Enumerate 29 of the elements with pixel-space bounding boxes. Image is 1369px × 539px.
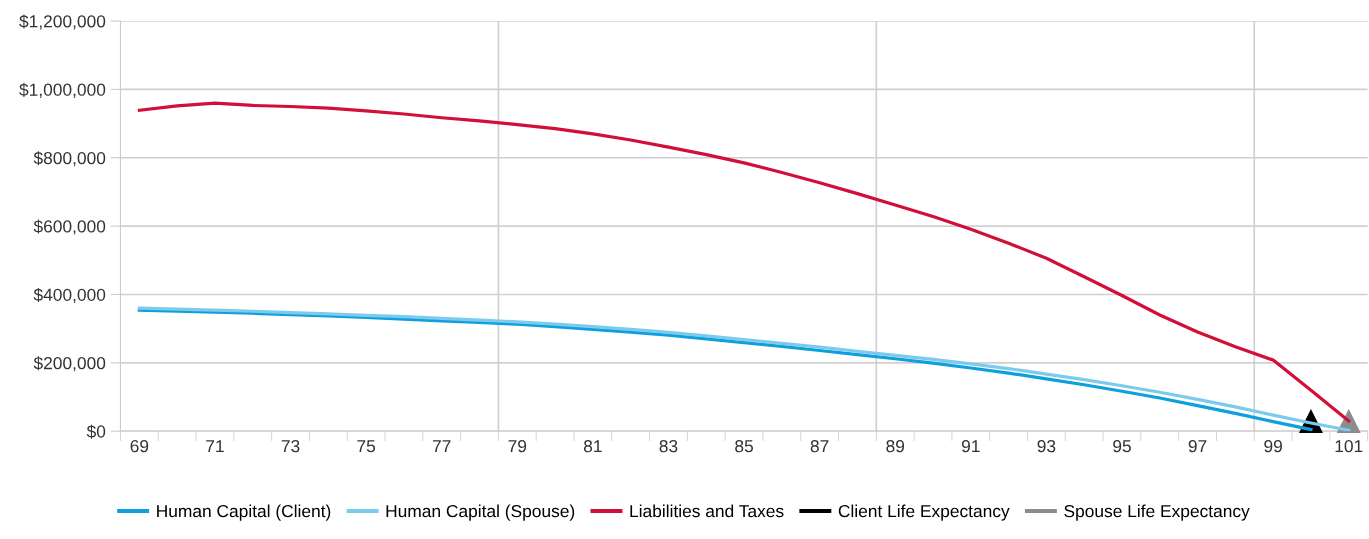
x-tick-label: 85 [735, 439, 753, 453]
legend-label: Liabilities and Taxes [630, 504, 784, 518]
y-tick-label: $1,200,000 [19, 14, 106, 30]
x-tick-label: 81 [583, 439, 602, 453]
x-tick-label: 71 [206, 440, 224, 453]
x-tick-label: 93 [1037, 439, 1056, 453]
y-tick-label: $600,000 [33, 219, 106, 235]
x-tick-label: 87 [810, 439, 829, 453]
y-tick-label: $200,000 [33, 356, 106, 372]
x-tick-label: 101 [1335, 439, 1363, 453]
legend-label: Human Capital (Client) [157, 504, 331, 521]
x-tick-label: 95 [1113, 439, 1131, 453]
x-tick-label: 69 [130, 439, 149, 453]
y-tick-label: $400,000 [33, 287, 106, 303]
y-tick-label: $0 [86, 424, 106, 439]
x-tick-label: 89 [886, 439, 905, 453]
y-tick-label: $800,000 [33, 151, 106, 167]
x-tick-label: 77 [432, 440, 451, 453]
x-tick-label: 97 [1188, 439, 1207, 453]
x-tick-label: 91 [961, 439, 980, 453]
x-tick-label: 99 [1264, 439, 1282, 453]
x-tick-label: 79 [508, 439, 527, 453]
legend-label: Client Life Expectancy [838, 504, 1010, 521]
x-tick-label: 73 [281, 439, 300, 453]
x-tick-label: 83 [659, 439, 678, 453]
x-tick-label: 75 [357, 440, 376, 453]
legend-label: Spouse Life Expectancy [1064, 504, 1250, 521]
legend-label: Human Capital (Spouse) [386, 504, 575, 521]
y-tick-label: $1,000,000 [19, 82, 106, 98]
